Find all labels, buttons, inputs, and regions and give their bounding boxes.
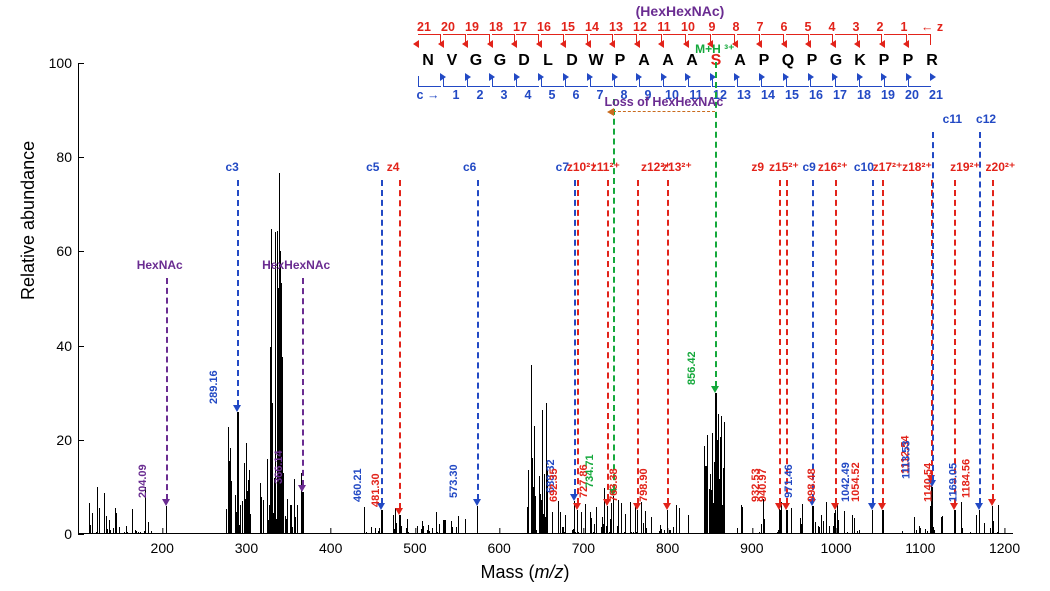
x-tick: 300 [235,534,258,556]
x-tick: 400 [319,534,342,556]
ion-tag: c12 [976,112,996,126]
ion-annotation: 1054.52 [875,180,889,534]
x-tick: 700 [572,534,595,556]
ion-tag: z11²⁺ [591,160,620,174]
glycan-label: (HexHexNAc) [360,3,1000,19]
ion-annotation: 481.30 [392,180,406,534]
ion-tag: z20²⁺ [986,160,1016,174]
z-fragment-markers [406,34,954,52]
y-tick: 100 [49,55,78,71]
ion-annotation: 798.90 [660,180,674,534]
y-tick: 20 [56,432,78,448]
y-tick: 60 [56,243,78,259]
ion-tag: HexHexNAc [262,258,330,272]
x-tick: 200 [151,534,174,556]
x-tick: 900 [740,534,763,556]
x-tick: 500 [403,534,426,556]
z-ion-numbers: 212019181716151413121110987654321← z [360,20,1000,34]
ion-tag: c3 [225,160,238,174]
x-tick: 600 [487,534,510,556]
ion-tag: z15²⁺ [769,160,799,174]
ion-tag: c5 [366,160,379,174]
ion-annotation: 856.42 [708,62,722,534]
ion-tag: z13²⁺ [662,160,692,174]
ion-annotation: 573.30 [470,180,484,534]
ion-tag: z17²⁺ [873,160,903,174]
ion-tag: c9 [802,160,815,174]
ion-tag: z9 [751,160,764,174]
ion-annotation: 1169.05 [972,132,986,534]
ion-tag: HexNAc [137,258,183,272]
spectrum-plot: 0204060801002003004005006007008009001000… [78,63,1013,534]
x-tick: 1200 [989,534,1020,556]
ion-tag: z16²⁺ [818,160,848,174]
neutral-loss-arrow [613,111,716,112]
ion-annotation: 204.09 [159,278,173,534]
y-tick: 0 [64,526,78,542]
ion-annotation: 1184.56 [985,180,999,534]
y-axis-label: Relative abundance [18,141,39,300]
x-axis-label: Mass (m/z) [0,562,1050,583]
ion-tag: c6 [463,160,476,174]
y-tick: 80 [56,149,78,165]
y-tick: 40 [56,338,78,354]
neutral-loss-label: Loss of HexHexNAc [604,95,723,109]
ion-tag: c10 [854,160,874,174]
ion-annotation: 289.16 [230,180,244,534]
ion-tag: M+H ³⁺ [695,42,734,56]
x-tick: 1100 [905,534,935,556]
x-tick: 800 [656,534,679,556]
ion-tag: z18²⁺ [902,160,932,174]
ion-annotation: 366.14 [295,278,309,534]
x-tick: 1000 [821,534,852,556]
ion-tag: z4 [387,160,400,174]
ion-tag: z19²⁺ [950,160,980,174]
ion-tag: c11 [943,112,962,126]
